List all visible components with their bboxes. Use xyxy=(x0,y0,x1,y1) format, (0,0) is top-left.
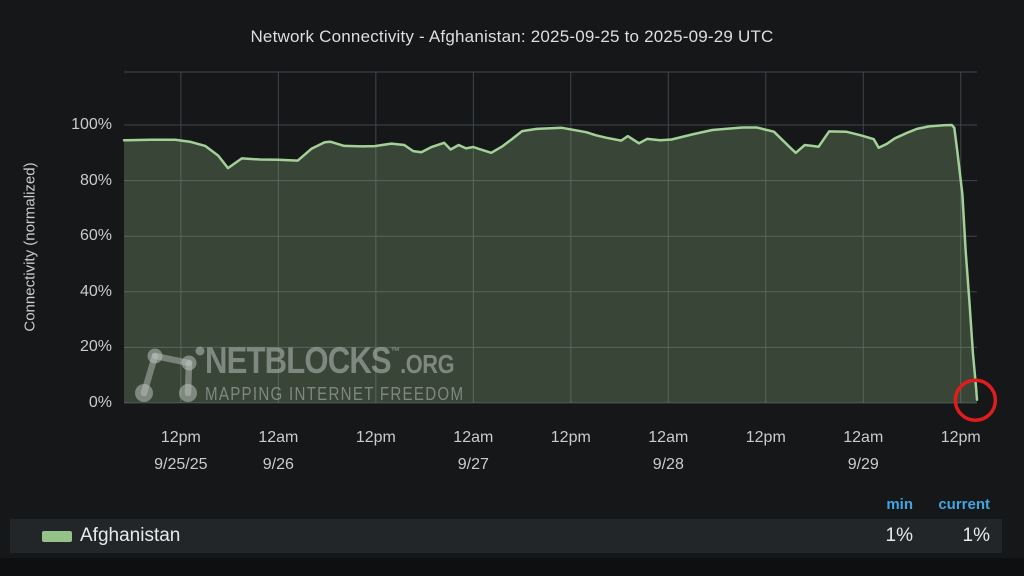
y-axis-title: Connectivity (normalized) xyxy=(21,162,39,332)
x-tick-date-label: 9/26 xyxy=(262,456,294,473)
x-tick-time-label: 12pm xyxy=(940,429,981,446)
legend-column-current[interactable]: current xyxy=(938,496,990,513)
y-tick-label: 0% xyxy=(88,394,112,411)
y-tick-label: 60% xyxy=(79,227,112,245)
legend-min-value: 1% xyxy=(885,525,913,546)
connectivity-area xyxy=(124,125,977,403)
legend-swatch-icon xyxy=(42,530,72,542)
chart-title: Network Connectivity - Afghanistan: 2025… xyxy=(250,27,774,46)
x-tick-date-label: 9/28 xyxy=(652,456,684,473)
x-tick-time-label: 12pm xyxy=(550,429,591,446)
legend-column-min[interactable]: min xyxy=(886,496,913,513)
x-tick-time-label: 12am xyxy=(648,429,689,446)
x-tick-time-label: 12am xyxy=(843,429,884,446)
x-tick-time-label: 12pm xyxy=(355,429,396,446)
x-tick-time-label: 12am xyxy=(258,429,299,446)
x-tick-time-label: 12am xyxy=(453,429,494,446)
y-tick-label: 100% xyxy=(71,116,112,133)
connectivity-line xyxy=(122,123,979,401)
y-tick-label: 80% xyxy=(79,171,112,189)
x-tick-time-label: 12pm xyxy=(160,429,201,446)
x-tick-time-label: 12pm xyxy=(745,429,786,446)
legend-series-label[interactable]: Afghanistan xyxy=(80,525,181,546)
x-tick-date-label: 9/29 xyxy=(847,456,879,473)
y-tick-label: 20% xyxy=(79,338,112,356)
legend-row-afghanistan[interactable]: Afghanistan 1% 1% xyxy=(10,519,1002,553)
x-tick-date-label: 9/25/25 xyxy=(154,456,208,473)
x-tick-date-label: 9/27 xyxy=(457,456,489,473)
legend-current-value: 1% xyxy=(962,525,990,546)
y-tick-label: 40% xyxy=(79,282,112,300)
drop-annotation-circle xyxy=(953,378,998,422)
bottom-edge xyxy=(0,558,1024,576)
